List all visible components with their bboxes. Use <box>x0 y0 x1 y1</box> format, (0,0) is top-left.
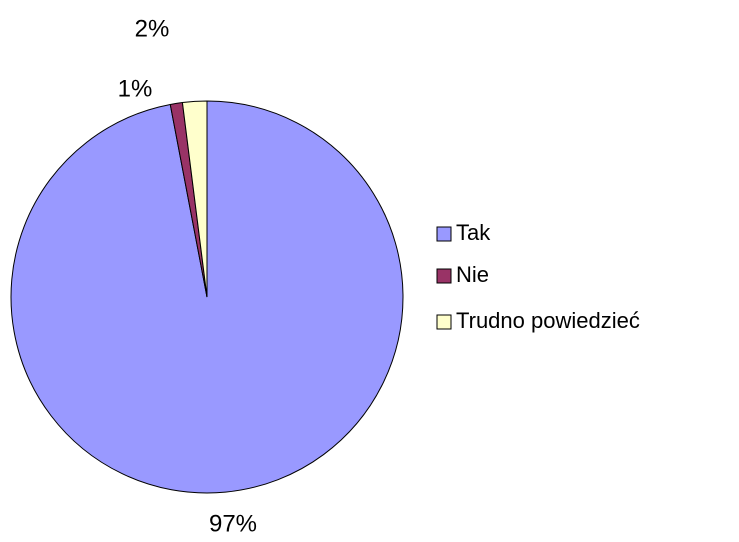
legend-swatch <box>436 268 452 284</box>
legend-label: Nie <box>456 262 489 287</box>
data-label: 1% <box>118 75 153 102</box>
data-label: 2% <box>135 15 170 42</box>
legend-swatch <box>436 226 452 242</box>
legend-label: Trudno powiedzieć <box>456 308 640 333</box>
legend-label: Tak <box>456 220 491 245</box>
pie-slice <box>181 100 208 298</box>
legend-swatch <box>436 314 452 330</box>
data-label: 97% <box>209 510 257 537</box>
